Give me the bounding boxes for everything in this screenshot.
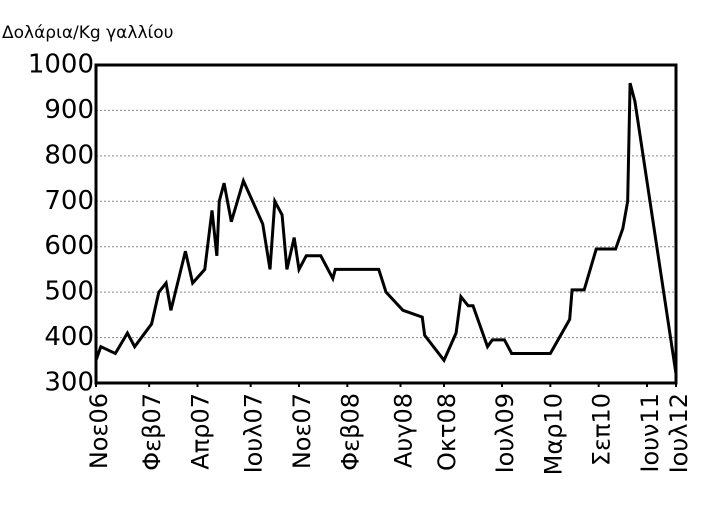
x-tick-label: Φεβ07: [138, 393, 166, 471]
x-tick-label: Ιουλ09: [491, 393, 519, 473]
x-tick-label: Μαρ10: [539, 393, 567, 475]
y-tick-label: 700: [44, 186, 94, 216]
y-axis-label: Δολάρια/Kg γαλλίου: [2, 23, 174, 43]
y-tick-label: 400: [44, 322, 94, 352]
x-tick-label: Ιουλ12: [665, 393, 693, 473]
x-tick-label: Οκτ08: [433, 393, 461, 471]
x-tick-label: Νοε07: [288, 393, 316, 469]
x-tick-label: Αυγ08: [390, 393, 418, 468]
y-tick-label: 600: [44, 231, 94, 261]
x-tick-label: Σεπ10: [588, 393, 616, 466]
y-tick-label: 500: [44, 277, 94, 307]
y-tick-label: 900: [44, 95, 94, 125]
plot-frame: [94, 63, 678, 385]
y-tick-label: 1000: [28, 50, 94, 80]
y-tick-label: 300: [44, 368, 94, 398]
x-tick-label: Νοε06: [85, 393, 113, 469]
x-tick-label: Ιουλ07: [240, 393, 268, 473]
y-tick-label: 800: [44, 140, 94, 170]
x-tick-label: Φεβ08: [336, 393, 364, 471]
x-tick-label: Ιουν11: [636, 393, 664, 473]
x-tick-label: Απρ07: [187, 393, 215, 470]
data-line: [94, 82, 678, 375]
